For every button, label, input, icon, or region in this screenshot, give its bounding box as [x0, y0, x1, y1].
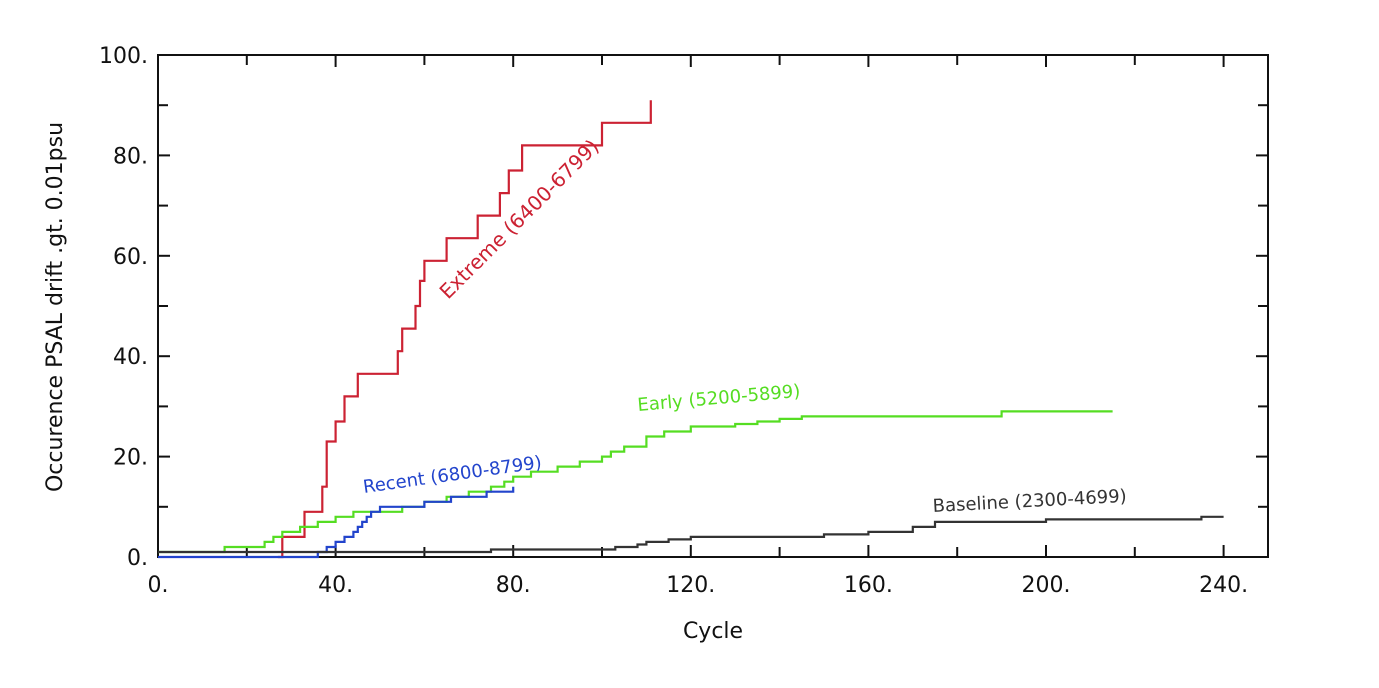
annotation-recent: Recent (6800-8799) — [362, 452, 543, 498]
y-tick-label: 60. — [113, 245, 148, 270]
x-tick-label: 80. — [496, 573, 531, 598]
series-line-extreme — [277, 100, 652, 559]
plot-frame — [157, 54, 1269, 558]
y-tick-label: 20. — [113, 446, 148, 471]
x-tick-label: 200. — [1022, 573, 1071, 598]
x-tick-label: 0. — [148, 573, 169, 598]
x-tick-label: 120. — [666, 573, 715, 598]
y-axis-label: Occurence PSAL drift .gt. 0.01psu — [43, 122, 68, 492]
annotation-early: Early (5200-5899) — [637, 381, 802, 416]
y-tick-label: 40. — [113, 345, 148, 370]
series-line-baseline — [158, 515, 1224, 554]
y-tick-label: 80. — [113, 144, 148, 169]
annotation-extreme: Extreme (6400-6799) — [435, 134, 604, 303]
x-axis-label: Cycle — [683, 619, 743, 644]
x-tick-label: 160. — [844, 573, 893, 598]
series-line-early — [158, 410, 1113, 554]
series-layer — [158, 100, 1224, 559]
axes-layer: 0. 40. 80. 120. 160. 200. 240. 0. 20. 40. 60. 80. 10… — [99, 44, 1269, 598]
x-tick-label: 240. — [1199, 573, 1248, 598]
y-tick-label: 100. — [99, 44, 148, 69]
annotation-layer: Extreme (6400-6799) Early (5200-5899) Re… — [362, 134, 1127, 517]
y-tick-label: 0. — [127, 546, 148, 571]
annotation-baseline: Baseline (2300-4699) — [932, 486, 1127, 517]
x-tick-label: 40. — [318, 573, 353, 598]
